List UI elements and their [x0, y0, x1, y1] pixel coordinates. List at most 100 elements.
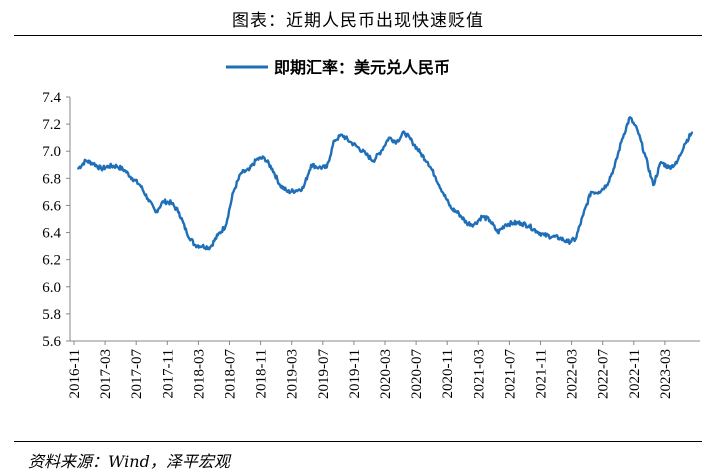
data-point [450, 207, 452, 209]
x-tick-label: 2021-11 [534, 349, 550, 398]
data-point [613, 166, 616, 169]
x-tick-label: 2019-11 [347, 349, 363, 398]
x-tick-label: 2020-07 [409, 349, 425, 399]
data-point [574, 238, 577, 241]
data-point [636, 130, 639, 132]
usd-cny-series-line [77, 116, 694, 251]
data-point [325, 166, 328, 169]
y-tick-label: 6.6 [42, 198, 61, 214]
data-point [380, 150, 382, 152]
title-divider [14, 35, 702, 36]
data-point [419, 151, 421, 154]
x-tick-label: 2022-03 [565, 349, 581, 399]
line-chart: 即期汇率：美元兑人民币 5.6 5.8 6.0 6.2 6.4 6.6 6.8 7.0 7.2 7… [42, 58, 700, 399]
series-layer [77, 116, 694, 251]
x-tick-label: 2018-07 [223, 349, 239, 399]
data-point [287, 191, 289, 193]
y-axis-ticks: 5.6 5.8 6.0 6.2 6.4 6.6 6.8 7.0 7.2 7.4 [42, 90, 70, 350]
x-tick-label: 2018-03 [191, 349, 207, 399]
data-point [489, 219, 491, 222]
data-point [209, 246, 211, 249]
data-point [388, 136, 390, 139]
data-point [458, 212, 460, 215]
y-tick-label: 6.8 [42, 171, 61, 187]
data-point [271, 168, 274, 170]
x-tick-label: 2022-07 [596, 349, 612, 399]
x-tick-label: 2016-11 [67, 349, 83, 398]
data-point [170, 201, 172, 204]
data-point [395, 140, 398, 143]
x-tick-label: 2021-03 [471, 349, 487, 399]
y-tick-label: 6.4 [42, 226, 61, 242]
data-point [92, 162, 95, 165]
data-point [341, 134, 344, 136]
data-point [566, 241, 569, 243]
data-point [473, 223, 476, 226]
data-point [504, 223, 507, 226]
data-point [263, 157, 266, 159]
data-point [162, 200, 165, 203]
data-point [652, 184, 654, 186]
data-point [512, 222, 515, 224]
source-divider [14, 441, 702, 442]
y-tick-label: 6.2 [42, 253, 61, 269]
data-point [411, 140, 414, 143]
data-point [598, 191, 600, 193]
data-point [77, 168, 79, 170]
data-point [629, 116, 631, 119]
data-point [131, 177, 134, 180]
data-point [108, 165, 110, 167]
data-point [224, 225, 227, 227]
data-point [100, 168, 102, 170]
data-point [193, 244, 196, 246]
data-point [240, 172, 242, 174]
y-tick-label: 5.8 [42, 307, 61, 323]
y-tick-label: 7.2 [42, 117, 61, 133]
x-tick-label: 2019-07 [316, 349, 332, 399]
x-tick-label: 2017-11 [160, 349, 176, 398]
x-tick-label: 2019-03 [285, 349, 301, 399]
data-point [123, 169, 126, 171]
x-tick-label: 2017-03 [98, 349, 114, 399]
data-point [310, 164, 312, 166]
data-point [605, 184, 608, 186]
data-point [644, 155, 647, 158]
x-tick-label: 2023-03 [658, 349, 674, 399]
x-tick-label: 2020-03 [378, 349, 394, 399]
x-tick-label: 2017-07 [129, 349, 145, 399]
x-tick-label: 2021-07 [502, 349, 518, 399]
data-point [279, 184, 281, 186]
data-point [691, 131, 693, 133]
data-point [535, 230, 538, 232]
data-point [528, 225, 530, 227]
source-note: 资料来源：Wind，泽平宏观 [28, 452, 230, 471]
data-point [147, 197, 149, 200]
data-point [543, 234, 546, 237]
y-tick-label: 7.0 [42, 144, 61, 160]
data-point [590, 191, 592, 193]
data-point [372, 159, 375, 162]
x-tick-label: 2022-11 [627, 349, 643, 398]
data-point [481, 215, 484, 218]
data-point [465, 222, 468, 224]
x-axis-ticks: 2016-11 2017-03 2017-07 2017-11 2018-03 2018-… [67, 341, 674, 399]
data-point [232, 191, 235, 193]
data-point [496, 231, 499, 234]
legend-label: 即期汇率：美元兑人民币 [274, 58, 450, 77]
data-point [357, 146, 359, 148]
data-point [621, 138, 623, 140]
data-point [364, 153, 367, 155]
data-point [668, 166, 670, 169]
data-point [248, 169, 250, 171]
data-point [255, 158, 258, 161]
data-point [185, 231, 188, 234]
data-point [201, 245, 204, 247]
data-point [582, 214, 585, 216]
data-point [302, 187, 305, 189]
x-tick-label: 2018-11 [254, 349, 270, 398]
data-point [427, 161, 429, 163]
data-point [116, 165, 118, 167]
data-point [434, 176, 437, 178]
data-point [294, 189, 297, 192]
y-tick-label: 7.4 [42, 90, 61, 106]
